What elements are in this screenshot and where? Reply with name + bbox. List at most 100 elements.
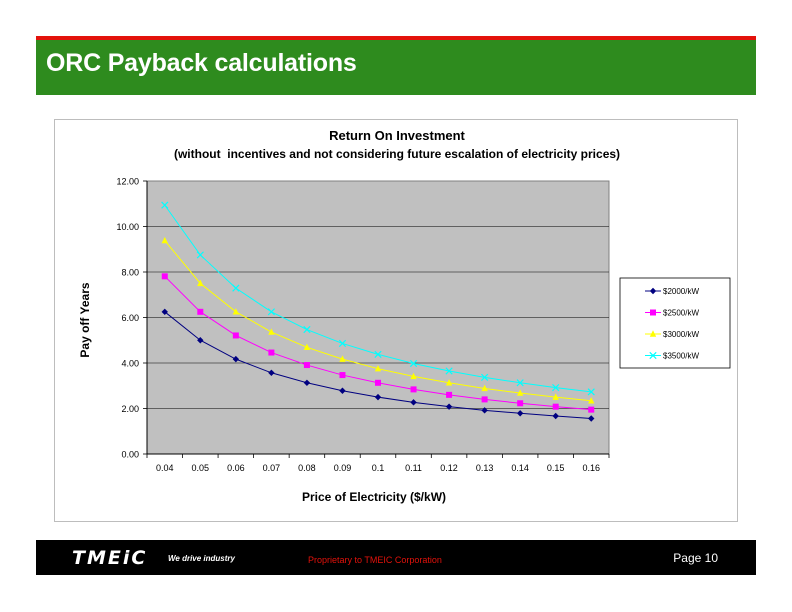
data-point <box>481 396 488 403</box>
marker-stroke <box>232 284 240 292</box>
x-tick-label: 0.13 <box>476 463 494 473</box>
data-point <box>338 339 347 348</box>
x-tick-label: 0.14 <box>511 463 529 473</box>
y-tick-label: 6.00 <box>121 313 139 323</box>
y-tick-label: 8.00 <box>121 268 139 278</box>
data-point <box>445 403 453 410</box>
data-point <box>303 362 310 369</box>
data-point <box>446 391 453 398</box>
data-point <box>588 397 595 404</box>
x-tick-label: 0.1 <box>372 463 385 473</box>
legend-marker <box>649 351 657 360</box>
y-tick-label: 2.00 <box>121 404 139 414</box>
series-2 <box>161 273 595 413</box>
marker-stroke <box>196 251 204 259</box>
slide-title: ORC Payback calculations <box>46 49 357 77</box>
legend-item: $3000/kW <box>645 330 699 339</box>
y-tick-label: 0.00 <box>121 450 139 460</box>
header-accent-bar <box>36 36 756 40</box>
data-point <box>481 384 488 392</box>
x-tick-label: 0.05 <box>192 463 210 473</box>
x-tick-label: 0.11 <box>405 463 422 473</box>
data-point <box>588 406 595 413</box>
legend-item: $2000/kW <box>645 287 699 296</box>
x-tick-label: 0.15 <box>547 463 565 473</box>
y-axis-label: Pay off Years <box>78 282 92 357</box>
footer-bar: TMEiC We drive industry Proprietary to T… <box>36 540 756 575</box>
x-tick-label: 0.16 <box>582 463 600 473</box>
data-point <box>232 284 240 292</box>
data-point <box>339 387 346 394</box>
title-banner: ORC Payback calculations <box>36 40 756 95</box>
chart-title: Return On Investment <box>329 128 465 143</box>
legend-label: $3000/kW <box>663 330 699 339</box>
data-point <box>268 349 275 356</box>
data-point <box>516 379 524 387</box>
data-point <box>339 355 346 362</box>
series-4 <box>161 201 595 396</box>
data-point <box>552 403 559 410</box>
x-tick-label: 0.12 <box>440 463 458 473</box>
data-point <box>232 355 240 363</box>
data-point <box>197 308 204 315</box>
data-point <box>410 399 417 406</box>
tmeic-logo: TMEiC <box>72 547 148 569</box>
data-point <box>588 415 595 422</box>
data-point <box>481 407 488 414</box>
legend-marker <box>649 287 657 295</box>
data-point <box>303 325 311 334</box>
data-point <box>480 373 489 381</box>
legend-item: $3500/kW <box>645 352 699 361</box>
roi-line-chart: Return On Investment (without incentives… <box>78 128 731 504</box>
x-axis-label: Price of Electricity ($/kW) <box>302 490 446 504</box>
y-tick-label: 4.00 <box>121 359 139 369</box>
data-point <box>445 367 453 375</box>
marker-stroke <box>161 201 169 209</box>
legend-marker <box>649 330 657 337</box>
data-point <box>303 379 311 386</box>
chart-subtitle: (without incentives and not considering … <box>174 147 620 161</box>
data-point <box>410 386 417 393</box>
y-tick-label: 10.00 <box>116 222 139 232</box>
data-point <box>267 308 276 316</box>
data-point <box>339 372 346 379</box>
marker-stroke <box>409 359 418 368</box>
data-point <box>375 379 381 386</box>
data-point <box>196 251 204 259</box>
legend-item: $2500/kW <box>645 309 699 318</box>
y-tick-label: 12.00 <box>116 177 139 187</box>
tagline: We drive industry <box>168 554 235 563</box>
data-point <box>552 383 560 392</box>
x-tick-label: 0.08 <box>298 463 316 473</box>
marker-stroke <box>374 350 382 358</box>
data-point <box>232 332 239 339</box>
marker-stroke <box>552 383 560 392</box>
data-point <box>268 328 275 335</box>
data-point <box>552 393 559 400</box>
marker-stroke <box>480 373 489 381</box>
data-point <box>409 359 418 368</box>
page-number: Page 10 <box>673 551 718 565</box>
data-point <box>410 372 417 380</box>
chart-frame: Return On Investment (without incentives… <box>54 119 738 522</box>
marker-stroke <box>338 339 347 348</box>
marker-stroke <box>445 367 453 375</box>
marker-stroke <box>267 308 276 316</box>
data-point <box>232 308 240 315</box>
legend-label: $2000/kW <box>663 287 699 296</box>
x-tick-label: 0.04 <box>156 463 174 473</box>
legend: $2000/kW $2500/kW $3000/kW $3500/kW <box>619 277 731 369</box>
data-point <box>374 350 382 358</box>
marker-stroke <box>587 388 595 396</box>
data-point <box>516 389 524 396</box>
data-point <box>161 201 169 209</box>
marker-stroke <box>516 379 524 387</box>
legend-marker <box>650 309 656 316</box>
data-point <box>161 308 168 316</box>
legend-label: $2500/kW <box>663 309 699 318</box>
marker-stroke <box>649 351 657 360</box>
x-tick-label: 0.07 <box>263 463 281 473</box>
x-tick-label: 0.06 <box>227 463 245 473</box>
data-point <box>161 236 168 244</box>
data-point <box>161 273 168 280</box>
